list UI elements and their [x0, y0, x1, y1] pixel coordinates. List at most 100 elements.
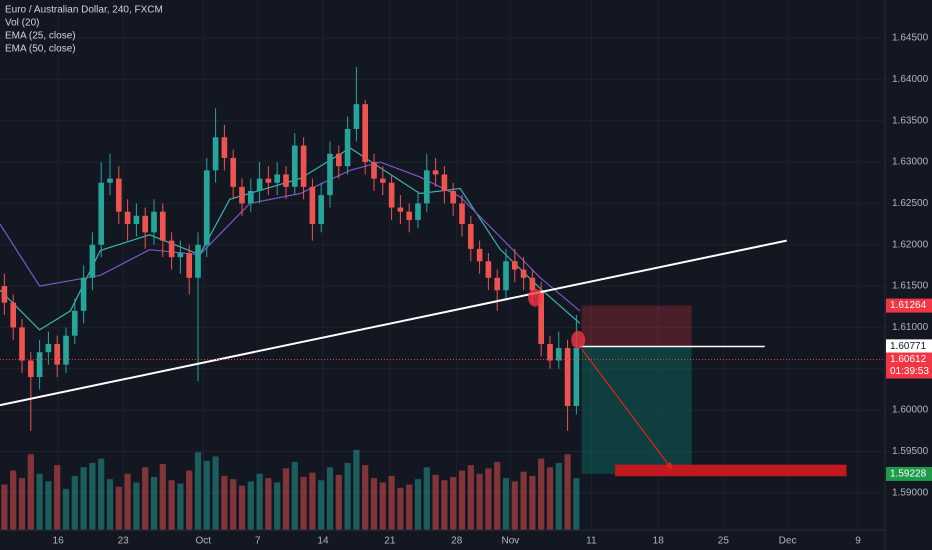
volume-bar — [186, 470, 193, 530]
volume-bar — [168, 480, 175, 530]
price-label: 1.59228 — [890, 469, 927, 480]
candle-body — [151, 211, 157, 233]
volume-bar — [494, 461, 501, 530]
volume-bar — [1, 484, 8, 530]
volume-bar — [230, 479, 237, 530]
volume-bar — [291, 461, 298, 530]
candle-body — [142, 215, 149, 233]
volume-bar — [326, 467, 334, 530]
candle-body — [36, 352, 43, 378]
price-label-box — [886, 466, 932, 481]
x-tick-label: 14 — [317, 536, 329, 547]
candle-body — [221, 137, 228, 158]
volume-bar — [344, 462, 351, 530]
candle-body — [63, 335, 69, 365]
volume-bar — [159, 464, 166, 530]
x-tick-label: Dec — [779, 536, 797, 547]
candle-body — [503, 261, 509, 291]
volume-bar — [414, 479, 422, 530]
plot — [0, 66, 581, 431]
y-tick-label: 1.63500 — [892, 115, 929, 126]
candle-body — [107, 178, 113, 183]
candle-body — [291, 145, 298, 187]
axes: 1.64500 1.64000 1.63500 1.63000 1.62500 1.620… — [53, 33, 932, 547]
volume-bar — [467, 465, 474, 530]
candle-body — [432, 170, 439, 175]
volume-bar — [458, 470, 466, 530]
volume-bar — [538, 458, 545, 530]
trendline — [0, 239, 787, 407]
candle-body — [467, 224, 474, 249]
volume-bar — [265, 478, 272, 530]
x-tick-label: 9 — [855, 536, 861, 547]
y-tick-label: 1.64000 — [892, 74, 929, 85]
arrow — [581, 348, 673, 471]
candle-body — [371, 162, 377, 179]
ema-line — [0, 161, 581, 312]
volume-bar — [529, 475, 536, 530]
candle-body — [1, 286, 8, 303]
x-tick-label: 7 — [255, 536, 261, 547]
volume-bar — [318, 480, 325, 530]
x-tick-label: 23 — [118, 536, 130, 547]
volume-bar — [511, 481, 518, 530]
volume-bar — [520, 471, 527, 530]
ema-line — [0, 147, 581, 331]
candle-body — [538, 290, 545, 344]
candle-body — [283, 174, 289, 187]
volume-bar — [450, 477, 457, 530]
volume-bar — [353, 450, 360, 530]
candle-body — [54, 343, 61, 365]
volume-bar — [89, 462, 96, 530]
volume-bar — [221, 475, 228, 530]
volume-bar — [564, 454, 571, 530]
volume-bar — [370, 478, 378, 530]
y-tick-label: 1.59500 — [892, 446, 929, 457]
volume-bar — [10, 470, 17, 530]
volume-bar — [62, 488, 70, 530]
candle-body — [80, 277, 87, 311]
candle-body — [98, 182, 105, 245]
volume-bar — [18, 478, 26, 530]
candle-body — [353, 104, 360, 129]
candle-body — [274, 174, 281, 183]
indicator-label: EMA (50, close) — [5, 44, 76, 55]
candle-body — [212, 137, 219, 171]
volume-bar — [423, 467, 430, 530]
candle-body — [450, 190, 457, 204]
volume-bar — [282, 468, 290, 530]
y-tick-label: 1.62000 — [892, 239, 929, 250]
volume-bar — [406, 484, 413, 530]
volume-bar — [247, 481, 254, 530]
price-label-box — [886, 298, 932, 313]
candle-body — [564, 348, 571, 406]
arrow-head — [665, 461, 673, 470]
candle-body — [520, 269, 527, 278]
candle-body — [362, 104, 369, 163]
candle-body — [230, 157, 237, 187]
current-price-box — [886, 352, 932, 379]
volume-bar — [309, 472, 316, 530]
candle-body — [529, 277, 536, 291]
price-label: 1.61264 — [890, 300, 927, 311]
volume-bar — [379, 482, 386, 530]
y-tick-label: 1.61500 — [892, 281, 929, 292]
x-tick-label: 25 — [718, 536, 730, 547]
volume-bar — [203, 460, 210, 530]
candle-body — [344, 128, 351, 167]
candle-body — [423, 170, 430, 204]
candle-body — [133, 215, 140, 225]
indicator-label: Vol (20) — [5, 18, 39, 29]
candle-body — [485, 261, 492, 278]
candle-body — [124, 211, 131, 225]
volume-bar — [45, 481, 52, 530]
chart-title: Euro / Australian Dollar, 240, FXCM — [5, 5, 163, 16]
volume-bar — [388, 475, 395, 530]
candle-body — [309, 186, 316, 225]
candle-body — [45, 343, 52, 353]
candle-body — [159, 211, 166, 241]
volume-bar — [150, 477, 158, 530]
volume-bar — [397, 487, 404, 530]
